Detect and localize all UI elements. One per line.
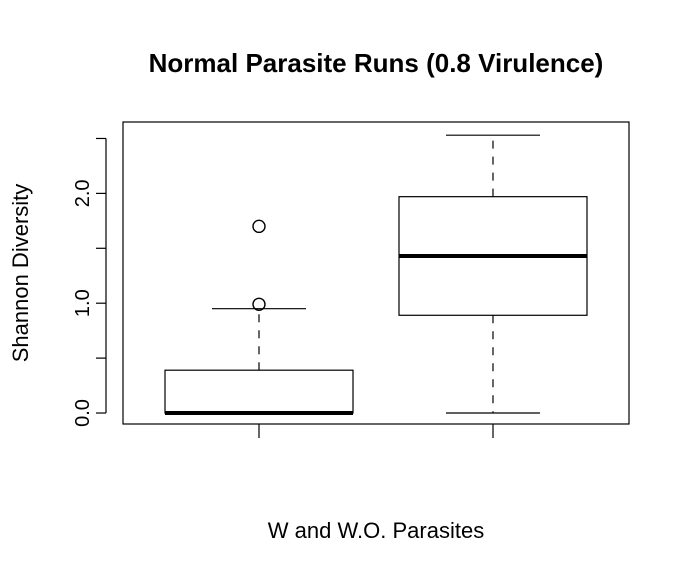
box-2 bbox=[398, 134, 588, 414]
y-tick-label: 1.0 bbox=[72, 289, 94, 317]
chart-title: Normal Parasite Runs (0.8 Virulence) bbox=[149, 48, 604, 78]
outlier-point bbox=[252, 219, 266, 234]
y-axis: 0.0 1.0 2.0 bbox=[72, 137, 107, 427]
x-axis bbox=[258, 424, 494, 438]
y-axis-label: Shannon Diversity bbox=[8, 184, 33, 363]
y-tick-label: 0.0 bbox=[72, 399, 94, 427]
plot-frame bbox=[122, 121, 630, 425]
box-group bbox=[164, 134, 588, 416]
box-1 bbox=[164, 219, 354, 416]
y-tick-label: 2.0 bbox=[72, 179, 94, 207]
outlier-point bbox=[252, 297, 266, 311]
x-axis-label: W and W.O. Parasites bbox=[268, 518, 484, 543]
iqr-box bbox=[164, 369, 354, 414]
